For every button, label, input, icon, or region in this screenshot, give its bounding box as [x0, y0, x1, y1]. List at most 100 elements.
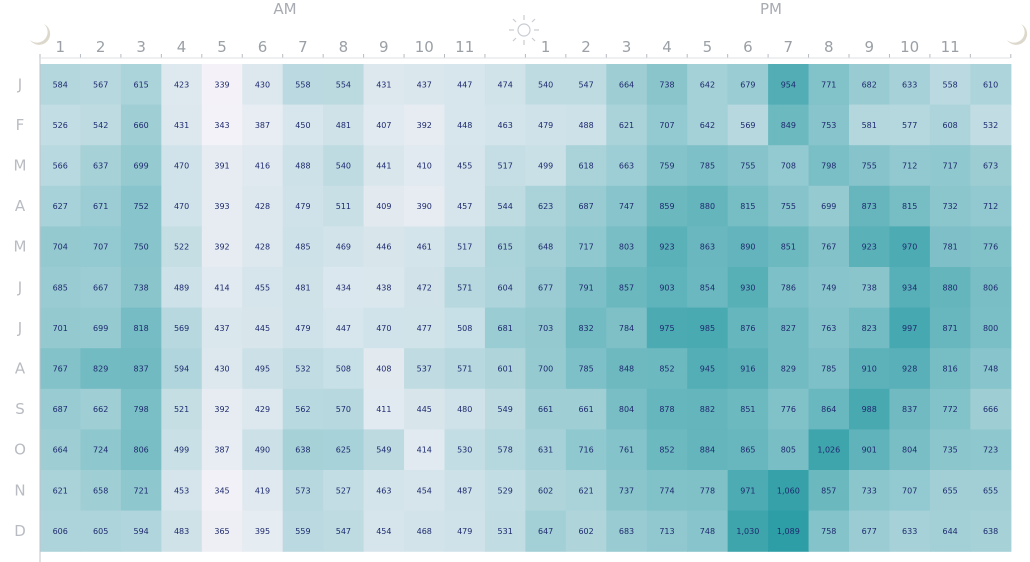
cell-value-label: 774 — [659, 486, 674, 495]
cell-value-label: 707 — [659, 121, 674, 130]
heatmap-cell — [444, 226, 486, 268]
heatmap-cell — [849, 510, 891, 552]
heatmap-cell — [849, 104, 891, 146]
cell-value-label: 345 — [214, 486, 229, 495]
cell-value-label: 605 — [93, 527, 108, 536]
heatmap-cell — [727, 104, 769, 146]
heatmap-cell — [242, 64, 284, 106]
cell-value-label: 778 — [700, 486, 715, 495]
hour-tick-label: 9 — [379, 38, 389, 56]
heatmap-cell — [80, 185, 122, 227]
cell-value-label: 664 — [53, 446, 68, 455]
heatmap-cell — [525, 470, 567, 512]
hour-tick-label: 11 — [455, 38, 474, 56]
heatmap-cell — [849, 429, 891, 471]
cell-value-label: 738 — [862, 283, 877, 292]
heatmap-cell — [404, 388, 446, 430]
cell-value-label: 392 — [214, 405, 229, 414]
heatmap-cell — [120, 388, 162, 430]
heatmap-cell — [970, 348, 1012, 390]
heatmap-cell — [970, 104, 1012, 146]
cell-value-label: 441 — [376, 162, 391, 171]
heatmap-cell — [525, 64, 567, 106]
heatmap-cell — [768, 307, 810, 349]
cell-value-label: 365 — [214, 527, 229, 536]
heatmap-cell — [484, 429, 526, 471]
cell-value-label: 747 — [619, 202, 634, 211]
heatmap-cell — [889, 226, 931, 268]
heatmap-cell — [120, 470, 162, 512]
hour-tick-label: 6 — [743, 38, 753, 56]
cell-value-label: 393 — [214, 202, 229, 211]
heatmap-cell — [970, 307, 1012, 349]
heatmap-cell — [889, 267, 931, 309]
heatmap-cell — [646, 388, 688, 430]
heatmap-cell — [323, 307, 365, 349]
cell-value-label: 707 — [902, 486, 917, 495]
heatmap-cell — [161, 104, 203, 146]
hour-tick-label: 1 — [55, 38, 65, 56]
heatmap-cell — [201, 470, 243, 512]
heatmap-cell — [687, 307, 729, 349]
heatmap-cell — [646, 470, 688, 512]
heatmap-cell — [727, 388, 769, 430]
cell-value-label: 815 — [902, 202, 917, 211]
heatmap-cell — [808, 267, 850, 309]
heatmap-cell — [727, 226, 769, 268]
cell-value-label: 1,026 — [817, 446, 840, 455]
hour-tick-label: 8 — [824, 38, 834, 56]
cell-value-label: 621 — [53, 486, 68, 495]
heatmap-cell — [970, 510, 1012, 552]
heatmap-cell — [404, 510, 446, 552]
cell-value-label: 562 — [295, 405, 310, 414]
heatmap-cell — [161, 348, 203, 390]
cell-value-label: 446 — [376, 243, 391, 252]
heatmap-cell — [161, 510, 203, 552]
heatmap-cell — [970, 267, 1012, 309]
cell-value-label: 594 — [133, 527, 148, 536]
cell-value-label: 781 — [942, 243, 957, 252]
heatmap-cell — [40, 104, 82, 146]
heatmap-cell — [646, 429, 688, 471]
heatmap-cell — [929, 267, 971, 309]
heatmap-cell — [525, 185, 567, 227]
heatmap-cell — [80, 267, 122, 309]
cell-value-label: 804 — [902, 446, 917, 455]
heatmap-cell — [80, 145, 122, 187]
heatmap-cell — [120, 348, 162, 390]
heatmap-cell — [606, 307, 648, 349]
cell-value-label: 410 — [417, 162, 432, 171]
heatmap-cell — [646, 510, 688, 552]
heatmap-cell — [404, 226, 446, 268]
cell-value-label: 785 — [821, 365, 836, 374]
cell-value-label: 717 — [942, 162, 957, 171]
heatmap-cell — [201, 429, 243, 471]
cell-value-label: 540 — [336, 162, 351, 171]
heatmap-cell — [768, 145, 810, 187]
heatmap-cell — [404, 185, 446, 227]
cell-value-label: 495 — [255, 365, 270, 374]
cell-value-label: 602 — [538, 486, 553, 495]
heatmap-cell — [323, 429, 365, 471]
cell-value-label: 735 — [942, 446, 957, 455]
month-label: J — [17, 319, 22, 337]
heatmap-cell — [363, 348, 405, 390]
cell-value-label: 578 — [498, 446, 513, 455]
heatmap-cell — [242, 307, 284, 349]
cell-value-label: 873 — [862, 202, 877, 211]
cell-value-label: 677 — [862, 527, 877, 536]
heatmap-cell — [484, 267, 526, 309]
heatmap-cell — [525, 388, 567, 430]
cell-value-label: 558 — [295, 80, 310, 89]
cell-value-label: 864 — [821, 405, 836, 414]
cell-value-label: 447 — [457, 80, 472, 89]
heatmap-cell — [282, 307, 324, 349]
cell-value-label: 642 — [700, 80, 715, 89]
cell-value-label: 791 — [578, 283, 593, 292]
cell-value-label: 522 — [174, 243, 189, 252]
heatmap-cell — [525, 510, 567, 552]
cell-value-label: 455 — [457, 162, 472, 171]
cell-value-label: 472 — [417, 283, 432, 292]
heatmap-cell — [727, 145, 769, 187]
heatmap-cell — [525, 145, 567, 187]
